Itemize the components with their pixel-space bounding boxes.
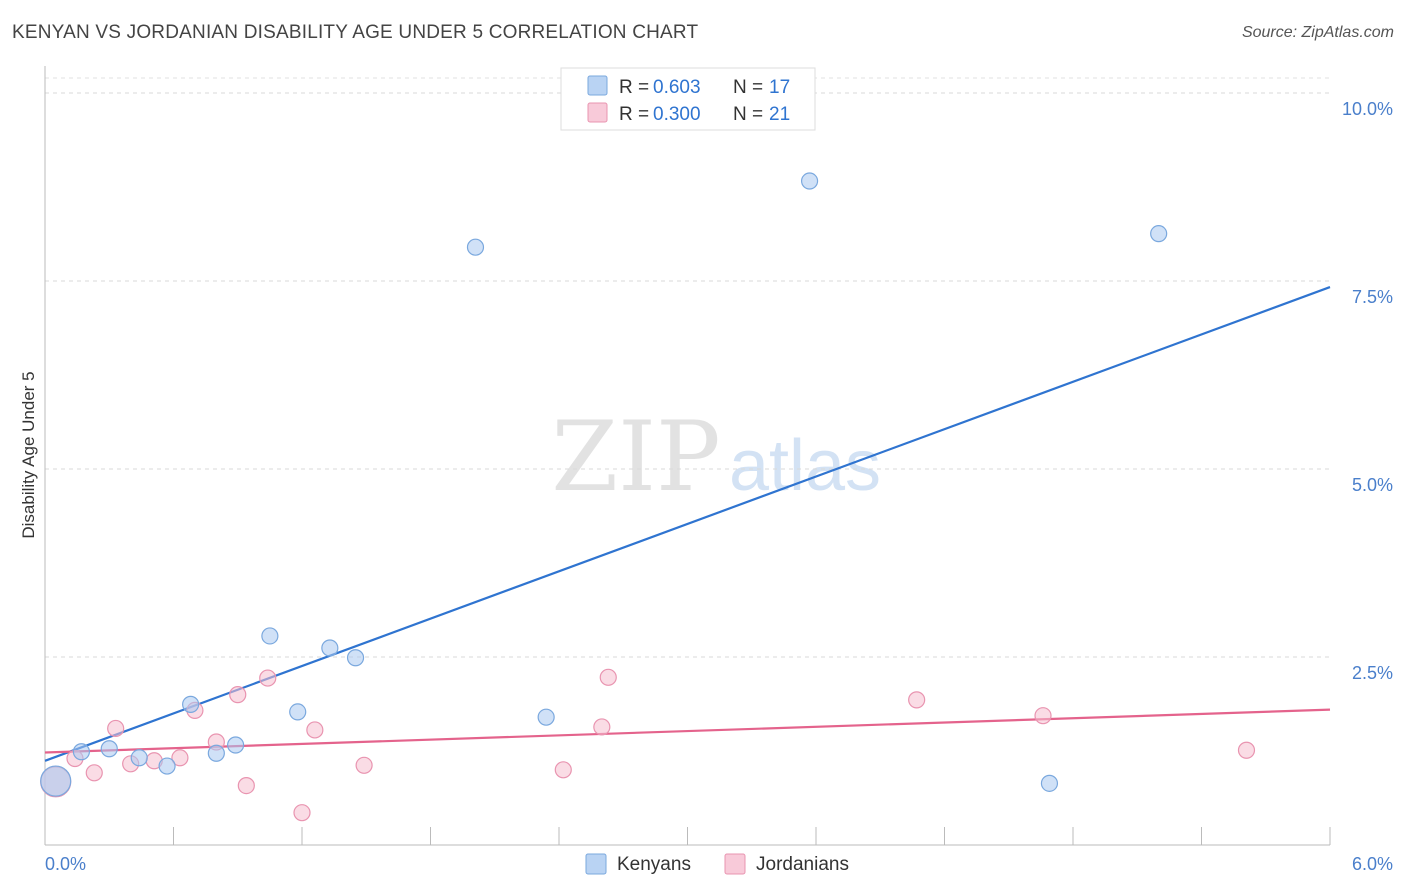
bottom-legend-label-kenyans: Kenyans: [617, 854, 691, 875]
point-kenyans[interactable]: [1150, 225, 1168, 243]
point-kenyans[interactable]: [40, 765, 72, 797]
series-legend: Kenyans Jordanians: [585, 853, 849, 875]
point-kenyans[interactable]: [537, 708, 555, 726]
point-jordanians[interactable]: [306, 721, 324, 739]
trend-line-kenyans: [44, 286, 1331, 762]
legend-swatch-kenyans: [587, 75, 608, 96]
trend-lines: [44, 286, 1331, 762]
y-axis-label: Disability Age Under 5: [19, 371, 38, 538]
point-kenyans[interactable]: [207, 744, 225, 762]
watermark-atlas: atlas: [729, 426, 881, 506]
point-jordanians[interactable]: [293, 804, 311, 822]
bottom-legend-swatch-kenyans: [585, 853, 607, 875]
legend-r-value-kenyans: 0.603: [653, 77, 701, 98]
x-tick-label: 6.0%: [1352, 854, 1393, 874]
x-tick-label: 0.0%: [45, 854, 86, 874]
point-kenyans[interactable]: [289, 703, 307, 721]
trend-line-jordanians: [44, 708, 1331, 754]
bottom-legend-swatch-jordanians: [724, 853, 746, 875]
point-jordanians[interactable]: [1237, 741, 1256, 759]
point-kenyans[interactable]: [1040, 774, 1059, 792]
point-kenyans[interactable]: [321, 639, 339, 657]
point-kenyans[interactable]: [182, 695, 200, 713]
axes: 2.5% 5.0% 7.5% 10.0% 0.0% 6.0%: [44, 66, 1393, 874]
data-points: [40, 172, 1256, 822]
chart-title: KENYAN VS JORDANIAN DISABILITY AGE UNDER…: [12, 22, 699, 43]
point-jordanians[interactable]: [593, 718, 611, 736]
chart-source: Source: ZipAtlas.com: [1241, 24, 1394, 41]
point-jordanians[interactable]: [259, 669, 277, 687]
point-jordanians[interactable]: [85, 764, 103, 782]
legend-r-label-jordanians: R =: [619, 104, 649, 125]
legend-n-value-kenyans: 17: [769, 77, 790, 98]
y-tick-label: 10.0%: [1342, 99, 1393, 119]
legend-n-value-jordanians: 21: [769, 104, 790, 125]
y-tick-label: 2.5%: [1352, 663, 1393, 683]
point-kenyans[interactable]: [227, 736, 245, 754]
y-tick-label: 7.5%: [1352, 287, 1393, 307]
point-jordanians[interactable]: [908, 691, 926, 709]
point-kenyans[interactable]: [130, 749, 148, 767]
legend-n-label-kenyans: N =: [733, 77, 763, 98]
point-jordanians[interactable]: [599, 668, 617, 686]
point-kenyans[interactable]: [100, 740, 118, 758]
legend-r-label-kenyans: R =: [619, 77, 649, 98]
point-jordanians[interactable]: [171, 749, 189, 767]
watermark-zip: ZIP: [551, 401, 720, 513]
legend-n-label-jordanians: N =: [733, 104, 763, 125]
correlation-legend: R = 0.603 N = 17 R = 0.300 N = 21: [560, 67, 816, 131]
point-jordanians[interactable]: [237, 776, 255, 795]
legend-swatch-jordanians: [587, 102, 608, 123]
bottom-legend-label-jordanians: Jordanians: [756, 854, 849, 875]
y-tick-label: 5.0%: [1352, 475, 1393, 495]
point-kenyans[interactable]: [346, 649, 365, 667]
watermark: ZIP atlas: [551, 401, 881, 513]
point-kenyans[interactable]: [261, 627, 279, 645]
legend-r-value-jordanians: 0.300: [653, 104, 701, 125]
point-jordanians[interactable]: [229, 686, 247, 704]
point-kenyans[interactable]: [800, 172, 819, 190]
gridlines: [45, 77, 1330, 658]
point-jordanians[interactable]: [107, 719, 125, 738]
point-kenyans[interactable]: [72, 743, 91, 761]
point-kenyans[interactable]: [158, 757, 176, 775]
point-kenyans[interactable]: [466, 238, 485, 256]
point-jordanians[interactable]: [355, 756, 373, 774]
point-jordanians[interactable]: [1034, 707, 1052, 725]
point-jordanians[interactable]: [554, 761, 572, 779]
